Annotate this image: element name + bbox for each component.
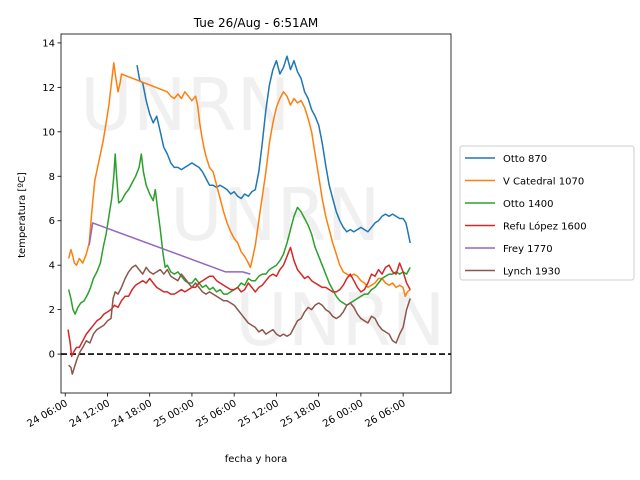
x-tick-label-4: 25 06:00 (194, 398, 238, 430)
x-tick-label-7: 26 00:00 (321, 398, 365, 430)
legend: Otto 870 V Catedral 1070 Otto 1400 Refu Lóp… (459, 145, 635, 281)
x-tick-label-3: 25 00:00 (152, 398, 196, 430)
watermark-text-2: UNRN (235, 278, 445, 362)
x-axis-label: fecha y hora (225, 454, 288, 465)
y-tick-label-2: 4 (49, 261, 55, 272)
series-line-0 (136, 55, 411, 244)
chart-title: Tue 26/Aug - 6:51AM (193, 16, 319, 30)
y-tick-label-0: 0 (49, 350, 55, 361)
x-tick-label-6: 25 18:00 (279, 398, 323, 430)
watermark-text-1: UNRN (170, 173, 380, 257)
legend-box (459, 145, 635, 281)
legend-label-2: Otto 1400 (503, 199, 553, 210)
x-tick-label-2: 24 18:00 (110, 398, 154, 430)
series-line-4 (88, 222, 251, 275)
y-axis: 0 2 4 6 8 10 12 14 (42, 38, 61, 361)
y-tick-label-4: 8 (49, 172, 55, 183)
x-tick-label-8: 26 06:00 (363, 398, 407, 430)
plot-frame (60, 33, 452, 394)
y-axis-label: temperatura [ºC] (17, 172, 28, 258)
plot-area (60, 33, 452, 394)
series-line-1 (67, 62, 411, 298)
series-line-3 (67, 246, 411, 358)
legend-label-5: Lynch 1930 (503, 267, 560, 278)
y-tick-label-1: 2 (49, 305, 55, 316)
y-tick-label-6: 12 (42, 83, 55, 94)
legend-label-4: Frey 1770 (503, 244, 553, 255)
legend-label-3: Refu López 1600 (503, 221, 587, 233)
legend-label-0: Otto 870 (503, 154, 547, 165)
y-tick-label-3: 6 (49, 216, 55, 227)
legend-label-1: V Catedral 1070 (503, 177, 584, 188)
y-tick-label-5: 10 (42, 127, 55, 138)
y-tick-label-7: 14 (42, 38, 55, 49)
x-tick-label-1: 24 12:00 (68, 398, 112, 430)
x-tick-label-0: 24 06:00 (25, 398, 69, 430)
series-line-5 (68, 264, 411, 375)
x-tick-label-5: 25 12:00 (237, 398, 281, 430)
